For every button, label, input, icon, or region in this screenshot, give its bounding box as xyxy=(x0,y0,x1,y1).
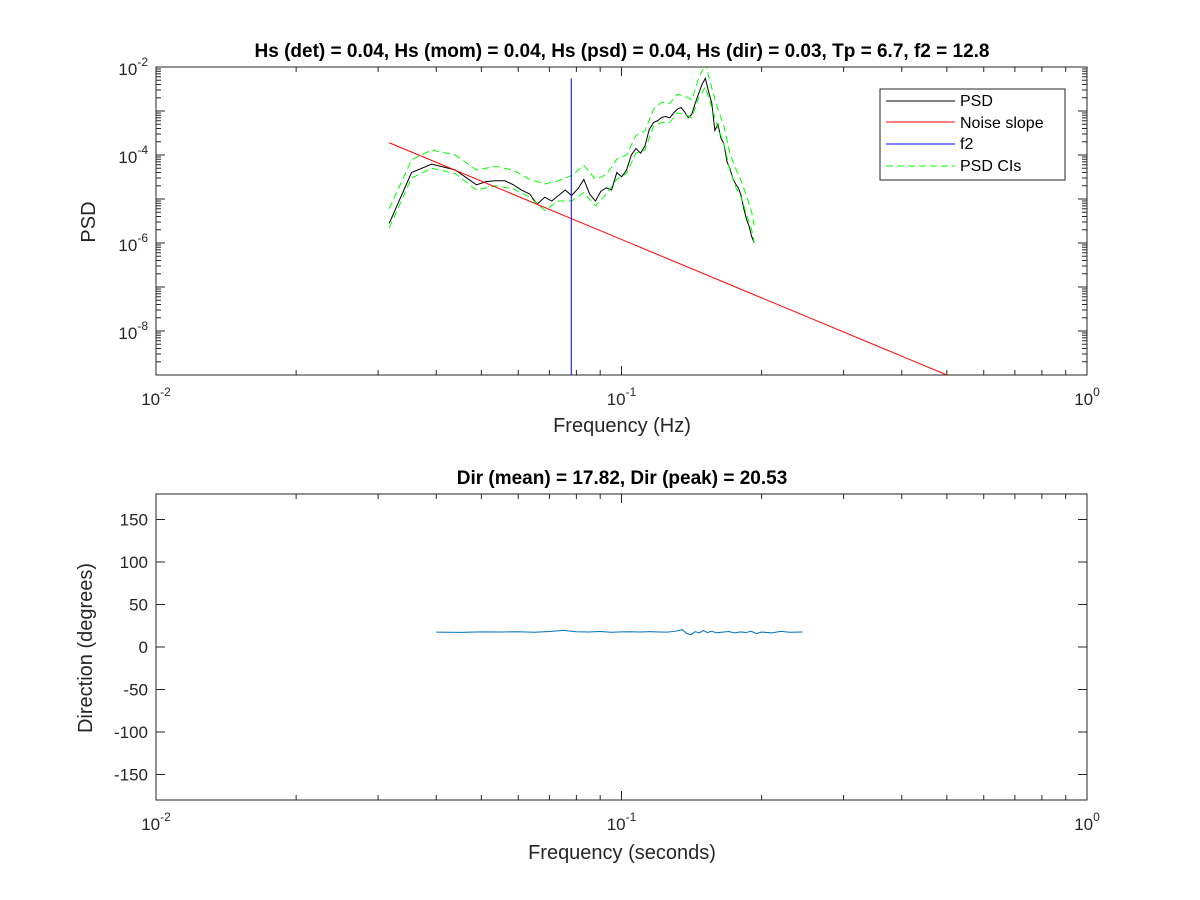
psd-chart-title: Hs (det) = 0.04, Hs (mom) = 0.04, Hs (ps… xyxy=(255,41,990,62)
x-tick-label: 10-1 xyxy=(607,385,637,409)
y-tick-label: 10-6 xyxy=(118,231,148,255)
direction-y-axis-label: Direction (degrees) xyxy=(75,563,97,733)
psd-y-axis-label: PSD xyxy=(78,201,100,242)
y-tick-label: 100 xyxy=(120,553,148,572)
legend-box xyxy=(879,88,1066,181)
series-direction xyxy=(436,629,803,636)
legend-label-f2: f2 xyxy=(960,136,973,153)
x-tick-label: 10-2 xyxy=(141,385,171,409)
legend-label-noise-slope: Noise slope xyxy=(960,115,1044,132)
direction-plot-area: 10-2 10-1 100 -150 -100 -50 0 50 100 150 xyxy=(114,493,1100,834)
series-psd-cis xyxy=(388,67,755,226)
psd-x-axis-label: Frequency (Hz) xyxy=(553,415,691,437)
x-tick-label: 10-1 xyxy=(607,810,637,834)
legend-label-psd-cis: PSD CIs xyxy=(960,158,1021,175)
y-tick-label: 0 xyxy=(139,638,148,657)
psd-legend: PSD Noise slope f2 PSD CIs xyxy=(879,88,1066,181)
y-tick-label: 10-8 xyxy=(118,319,148,343)
y-tick-label: -100 xyxy=(114,723,148,742)
legend-label-psd: PSD xyxy=(960,93,993,110)
x-tick-label: 100 xyxy=(1074,385,1100,409)
y-tick-label: 10-4 xyxy=(118,143,148,167)
x-tick-label: 10-2 xyxy=(141,810,171,834)
x-tick-label: 100 xyxy=(1074,810,1100,834)
series-noise-slope xyxy=(389,142,948,375)
series-psd-ci-lower xyxy=(388,85,755,244)
y-tick-label: -150 xyxy=(114,766,148,785)
psd-chart: Hs (det) = 0.04, Hs (mom) = 0.04, Hs (ps… xyxy=(78,41,1100,437)
y-tick-label: -50 xyxy=(123,681,148,700)
y-tick-label: 10-2 xyxy=(118,55,148,79)
direction-x-axis-label: Frequency (seconds) xyxy=(528,842,716,864)
axes-box xyxy=(155,493,1088,801)
y-tick-label: 150 xyxy=(120,511,148,530)
y-tick-label: 50 xyxy=(129,596,148,615)
direction-chart: Dir (mean) = 17.82, Dir (peak) = 20.53 F… xyxy=(75,468,1100,864)
series-psd xyxy=(388,77,755,244)
direction-chart-title: Dir (mean) = 17.82, Dir (peak) = 20.53 xyxy=(457,468,788,489)
